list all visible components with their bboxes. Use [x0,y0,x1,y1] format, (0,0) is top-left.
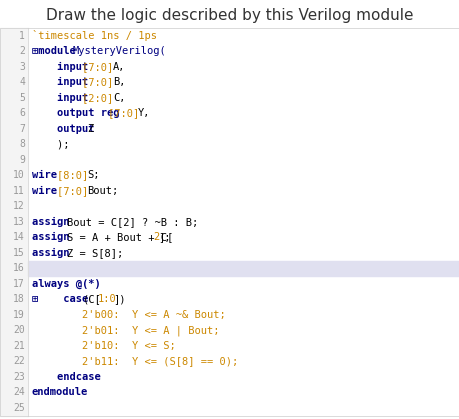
Text: assign: assign [32,232,76,242]
Text: 9: 9 [19,155,25,165]
Text: Y,: Y, [138,108,150,118]
Text: 4: 4 [19,77,25,87]
Text: 22: 22 [13,356,25,366]
Text: 2'b10:  Y <= S;: 2'b10: Y <= S; [32,341,175,351]
Text: `timescale 1ns / 1ps: `timescale 1ns / 1ps [32,30,157,41]
Text: output reg: output reg [32,108,125,118]
Text: Bout;: Bout; [87,186,118,196]
Text: A,: A, [112,62,125,72]
Text: 11: 11 [13,186,25,196]
Text: );: ); [32,139,69,149]
Text: 2'b01:  Y <= A | Bout;: 2'b01: Y <= A | Bout; [32,325,219,336]
Text: 12: 12 [13,201,25,211]
Text: endmodule: endmodule [32,387,88,397]
Text: 25: 25 [13,403,25,413]
Text: input: input [32,93,94,103]
Bar [0,28,28,416]
Text: input: input [32,62,94,72]
Text: 19: 19 [13,310,25,320]
Text: 2'b00:  Y <= A ~& Bout;: 2'b00: Y <= A ~& Bout; [32,310,225,320]
Text: 8: 8 [19,139,25,149]
Text: [7:0]: [7:0] [82,62,120,72]
Text: 2'b11:  Y <= (S[8] == 0);: 2'b11: Y <= (S[8] == 0); [32,356,238,366]
Text: assign: assign [32,248,76,258]
Text: 1: 1 [19,31,25,41]
Text: 14: 14 [13,232,25,242]
Text: 17: 17 [13,279,25,289]
Text: ⊞    case: ⊞ case [32,294,94,304]
Text: 13: 13 [13,217,25,227]
Text: Z: Z [87,124,94,134]
Text: B,: B, [112,77,125,87]
Text: 20: 20 [13,325,25,335]
Text: wire: wire [32,170,63,180]
Text: 5: 5 [19,93,25,103]
Text: (C[: (C[ [82,294,101,304]
Text: input: input [32,77,94,87]
Text: [8:0]: [8:0] [57,170,95,180]
Bar [28,261,459,276]
Text: 6: 6 [19,108,25,118]
Text: 3: 3 [19,62,25,72]
Text: 7: 7 [19,124,25,134]
Text: [7:0]: [7:0] [107,108,145,118]
Text: 10: 10 [13,170,25,180]
Text: 1:0: 1:0 [97,294,116,304]
Text: 21: 21 [13,341,25,351]
Text: MysteryVerilog(: MysteryVerilog( [72,46,166,56]
Text: [7:0]: [7:0] [57,186,95,196]
Text: 18: 18 [13,294,25,304]
Text: [2:0]: [2:0] [82,93,120,103]
Text: C,: C, [112,93,125,103]
Text: Z = S[8];: Z = S[8]; [67,248,123,258]
Text: assign: assign [32,217,76,227]
Text: 2: 2 [19,46,25,56]
Text: [7:0]: [7:0] [82,77,120,87]
Text: ⊞module: ⊞module [32,46,82,56]
Text: ];: ]; [158,232,170,242]
Text: always @(*): always @(*) [32,279,101,289]
Text: S;: S; [87,170,100,180]
Text: output: output [32,124,101,134]
Text: Draw the logic described by this Verilog module: Draw the logic described by this Verilog… [46,8,413,23]
Text: S = A + Bout + C[: S = A + Bout + C[ [67,232,173,242]
Text: 15: 15 [13,248,25,258]
Text: 23: 23 [13,372,25,382]
Text: wire: wire [32,186,63,196]
Text: 16: 16 [13,263,25,273]
Text: Bout = C[2] ? ~B : B;: Bout = C[2] ? ~B : B; [67,217,198,227]
Text: ]): ]) [112,294,125,304]
Text: 2: 2 [153,232,159,242]
Text: endcase: endcase [32,372,101,382]
Text: 24: 24 [13,387,25,397]
